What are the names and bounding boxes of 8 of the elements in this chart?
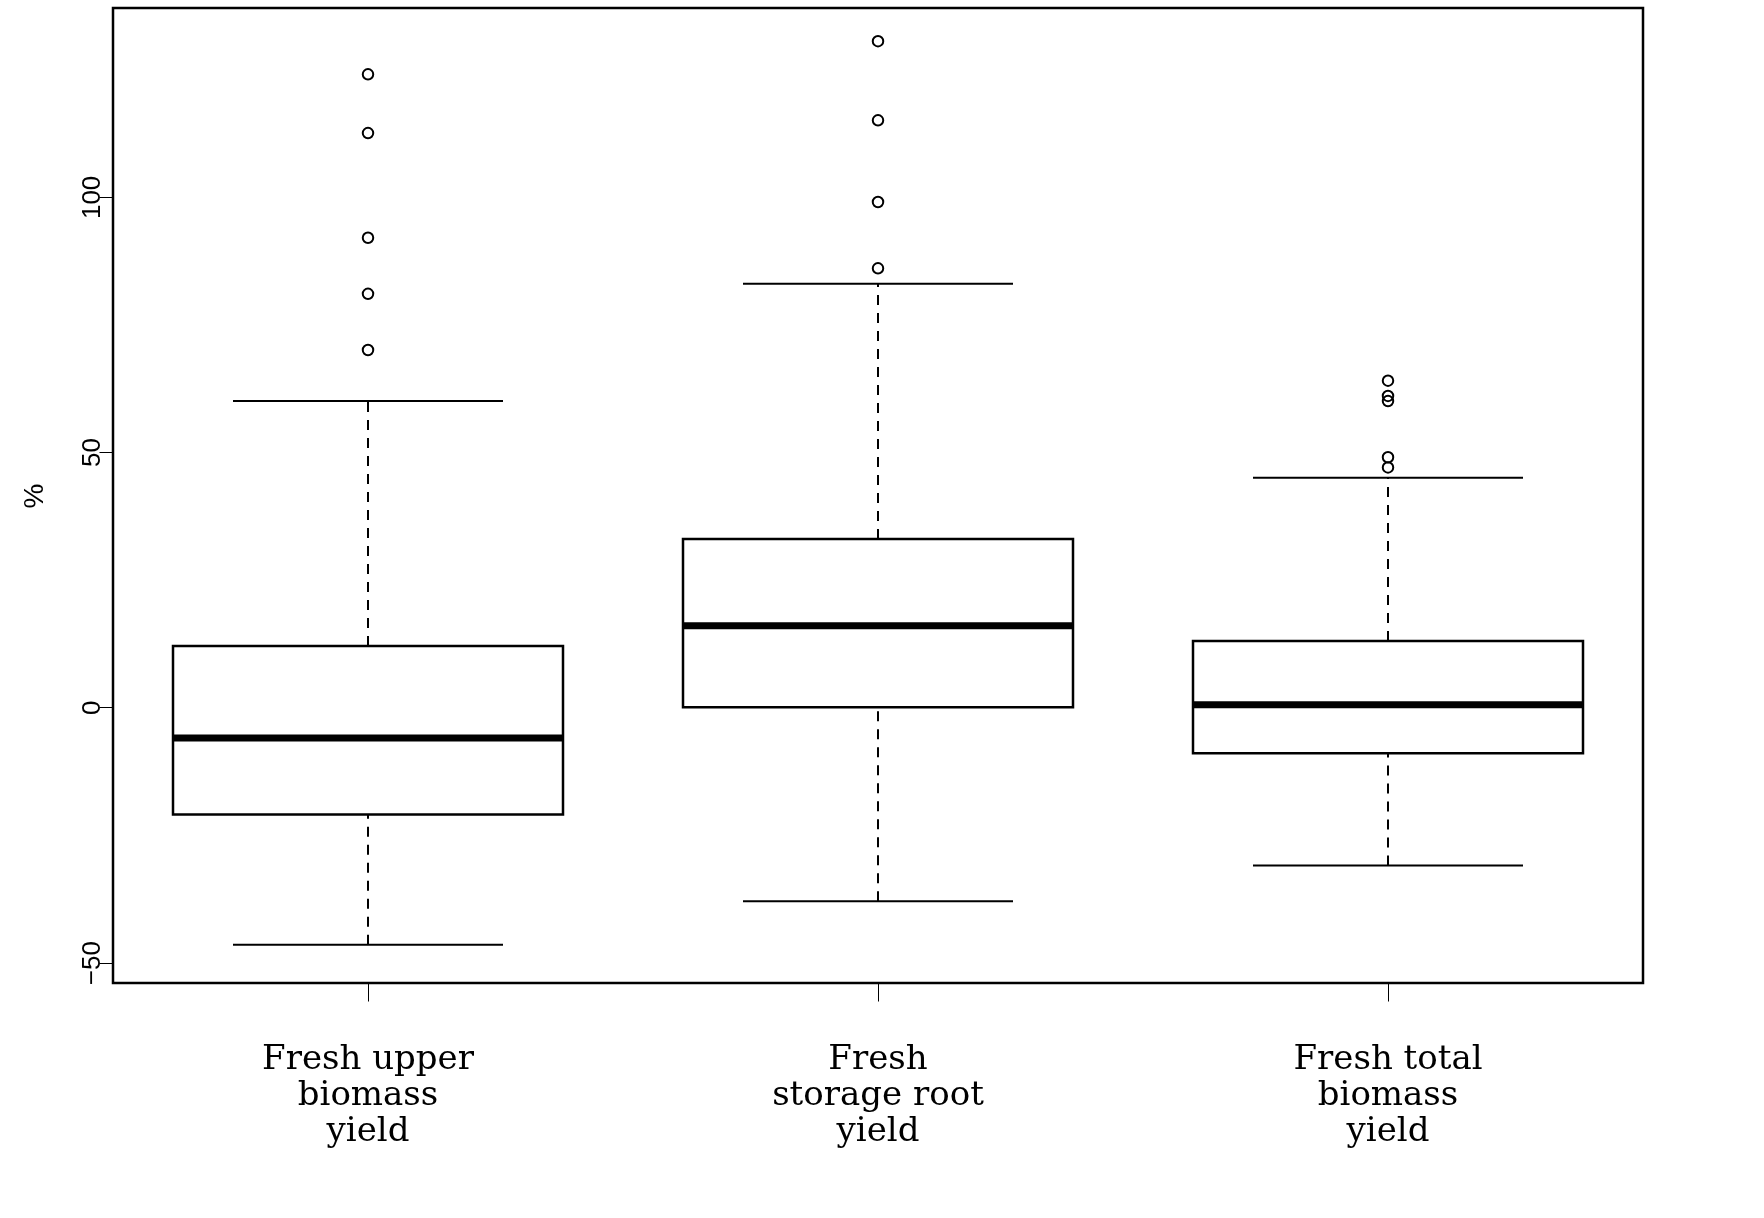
- y-tick-label: 0: [75, 700, 106, 716]
- x-tick-label: Fresh total biomass yield: [1293, 1036, 1483, 1149]
- x-tick-label: Fresh upper biomass yield: [262, 1036, 475, 1149]
- y-tick-label: 50: [75, 438, 106, 468]
- y-tick-label: −50: [75, 941, 106, 986]
- y-tick-label: 100: [75, 175, 106, 220]
- y-axis-title: %: [17, 483, 49, 509]
- x-tick-label: Fresh storage root yield: [772, 1036, 985, 1149]
